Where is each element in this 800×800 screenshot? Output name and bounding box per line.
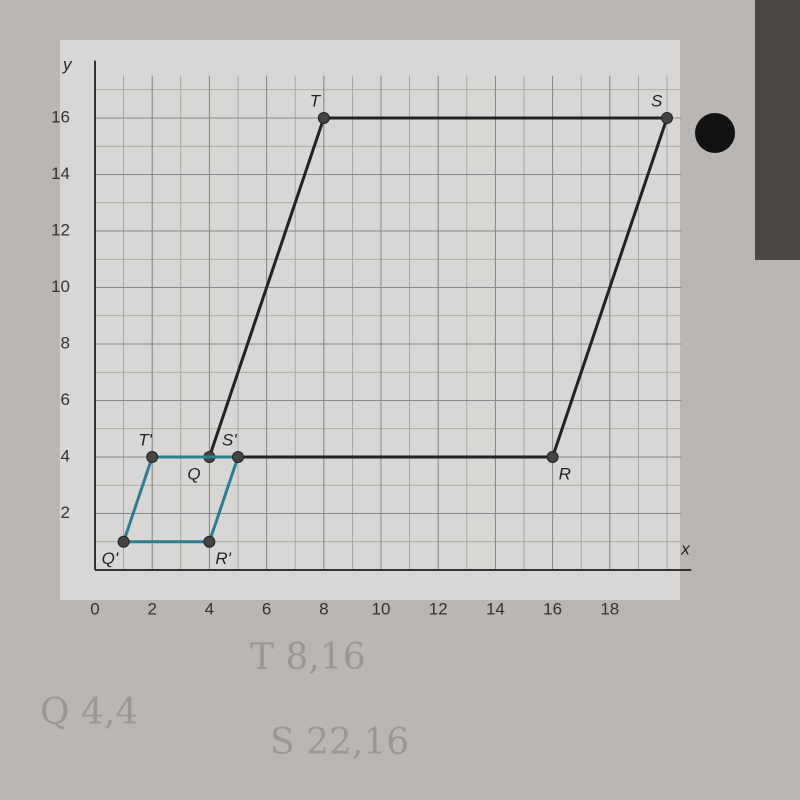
x-tick-label: 18	[600, 599, 619, 618]
vertex-label: Q	[187, 464, 200, 483]
y-tick-label: 16	[51, 107, 70, 126]
vertex	[661, 112, 673, 124]
vertex-label: R'	[215, 549, 231, 568]
vertex-label: Q'	[102, 549, 119, 568]
vertex-label: T'	[138, 430, 152, 449]
x-tick-label: 8	[319, 599, 328, 618]
vertex-label: S	[651, 91, 663, 110]
vertex-label: R	[559, 464, 571, 483]
x-tick-label: 14	[486, 599, 505, 618]
vertex-label: S'	[222, 430, 237, 449]
x-tick-label: 4	[205, 599, 214, 618]
vertex	[546, 451, 559, 463]
vertex	[203, 535, 216, 548]
x-axis-label: x	[680, 539, 690, 558]
y-tick-label: 2	[61, 503, 70, 522]
vertex	[117, 535, 130, 548]
x-tick-label: 0	[90, 599, 99, 618]
shadow	[755, 0, 800, 260]
handwriting: Q 4,4	[40, 692, 138, 733]
handwriting: S 22,16	[270, 722, 409, 763]
x-tick-label: 2	[147, 599, 156, 618]
x-tick-label: 10	[372, 599, 391, 618]
y-tick-label: 6	[61, 390, 70, 409]
y-tick-label: 10	[51, 277, 70, 296]
vertex-label: T	[310, 91, 322, 110]
y-tick-label: 8	[61, 333, 70, 352]
handwriting: T 8,16	[250, 637, 366, 678]
vertex	[232, 451, 244, 463]
vertex	[146, 451, 159, 463]
grid-paper	[60, 40, 680, 600]
y-tick-label: 12	[51, 220, 70, 239]
y-tick-label: 14	[51, 164, 70, 183]
y-tick-label: 4	[61, 446, 70, 465]
vertex	[317, 112, 330, 124]
hole-punch	[695, 113, 735, 153]
y-axis-label: y	[62, 55, 73, 74]
x-tick-label: 12	[429, 599, 448, 618]
x-tick-label: 6	[262, 599, 271, 618]
plot: 0 2 4 6 8 10 12 14 16 18 2 4 6 8 10 12 14 16 x y Q R S T Q' R' S' T…	[40, 55, 692, 763]
x-tick-label: 16	[543, 599, 562, 618]
